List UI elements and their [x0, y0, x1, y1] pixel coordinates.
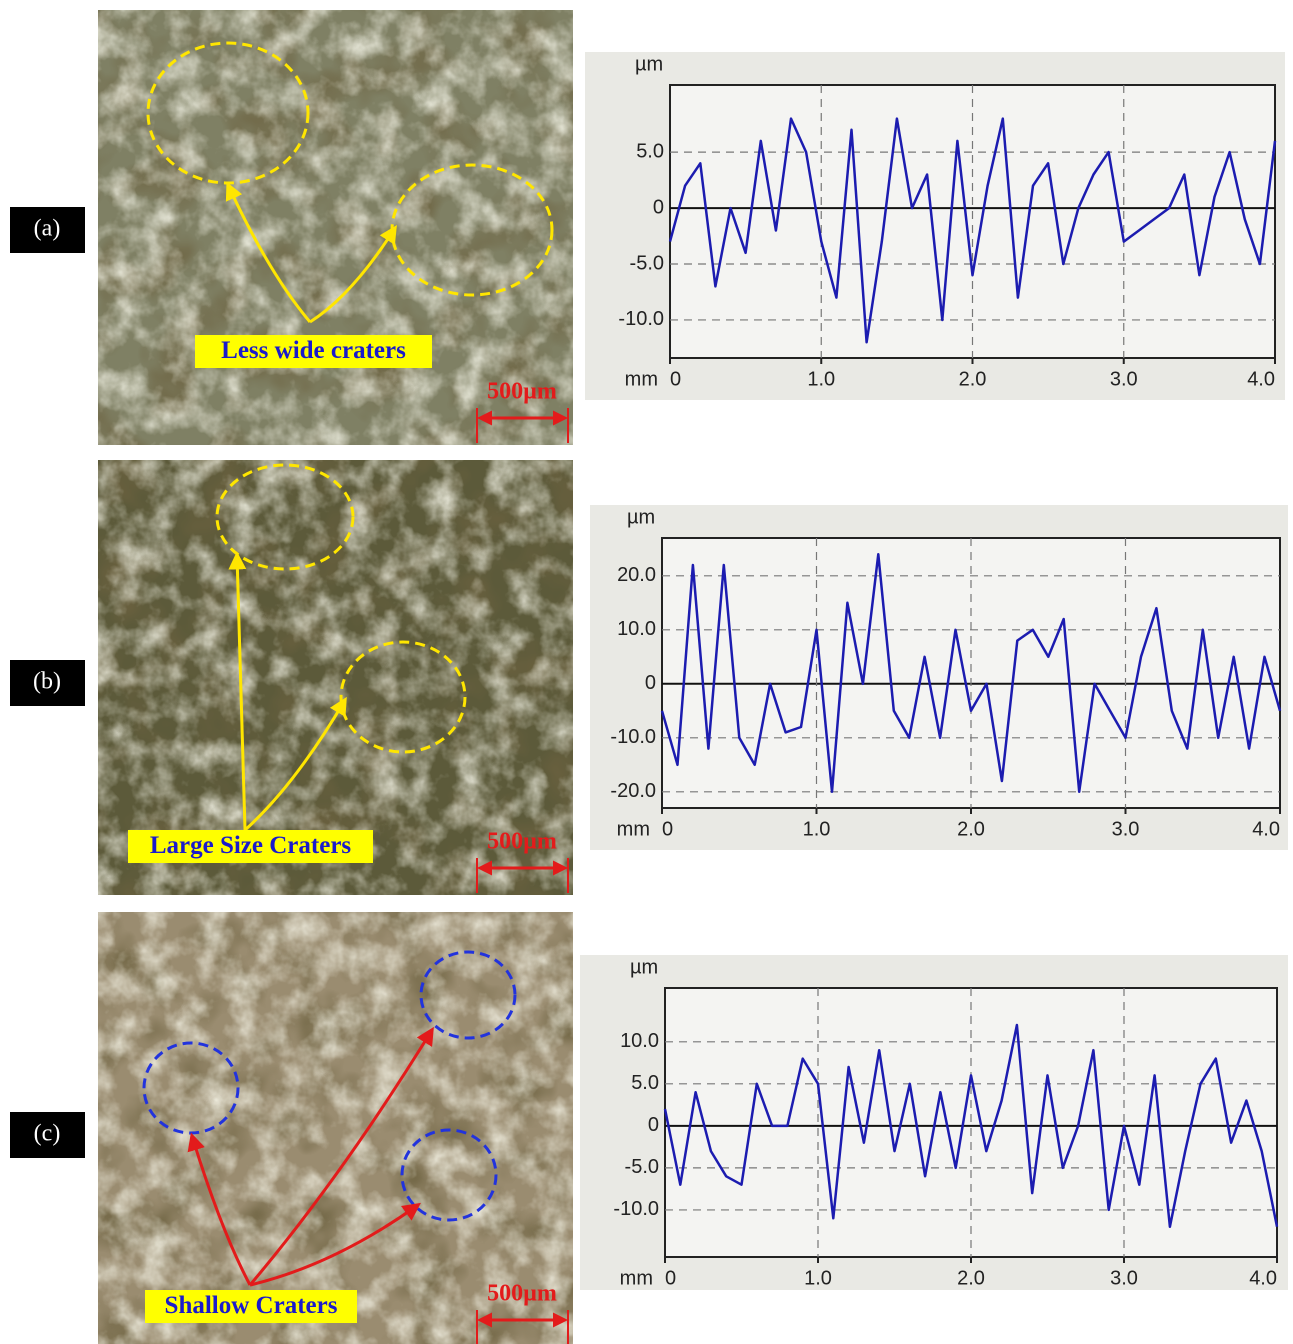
panel-label-box [10, 660, 85, 706]
panel-label: (c) [34, 1121, 61, 1147]
x-tick-label: 3.0 [1110, 368, 1138, 390]
x-tick-label: 3.0 [1112, 818, 1140, 840]
y-tick-label: 20.0 [617, 564, 656, 586]
x-tick-label: 4.0 [1252, 818, 1280, 840]
annotation: Shallow Craters [165, 1292, 338, 1319]
profile-line [660, 552, 1282, 794]
scale-label: 500µm [487, 1281, 557, 1307]
x-tick-label: 1.0 [803, 818, 831, 840]
y-tick-label: 0 [653, 196, 664, 218]
x-axis-label: mm [617, 818, 650, 840]
y-tick-label: -20.0 [610, 780, 656, 802]
x-axis-label: mm [625, 368, 658, 390]
annotation: Large Size Craters [150, 832, 352, 859]
scale-label: 500µm [487, 829, 557, 855]
y-tick-label: -5.0 [630, 252, 664, 274]
annotation-arrow [309, 224, 397, 324]
x-tick-label: 0 [662, 818, 673, 840]
x-axis-label: mm [620, 1267, 653, 1289]
annotation: Less wide craters [221, 337, 406, 364]
annotation-arrow [228, 551, 247, 831]
y-tick-label: 10.0 [620, 1030, 659, 1052]
y-axis-label: µm [627, 506, 655, 528]
y-tick-label: -5.0 [625, 1156, 659, 1178]
y-axis-label: µm [630, 956, 658, 978]
annotation-arrow [243, 696, 347, 832]
scale-label: 500µm [487, 379, 557, 405]
y-tick-label: 0 [645, 672, 656, 694]
crater-marker [215, 463, 355, 571]
panel-label: (a) [34, 216, 61, 242]
panel-label: (b) [33, 669, 61, 695]
plot-area [669, 84, 1276, 359]
x-tick-label: 0 [665, 1267, 676, 1289]
x-tick-label: 4.0 [1247, 368, 1275, 390]
annotation-arrow [187, 1132, 252, 1286]
x-tick-label: 3.0 [1110, 1267, 1138, 1289]
panel-label-box [10, 207, 85, 253]
micrograph-texture [98, 912, 573, 1344]
panel-label-box [10, 1112, 85, 1158]
x-tick-label: 2.0 [959, 368, 987, 390]
y-tick-label: 5.0 [636, 140, 664, 162]
profile-line [668, 117, 1277, 344]
crater-marker [400, 1128, 498, 1222]
y-tick-label: 10.0 [617, 618, 656, 640]
x-tick-label: 1.0 [807, 368, 835, 390]
y-tick-label: -10.0 [613, 1198, 659, 1220]
x-tick-label: 2.0 [957, 818, 985, 840]
crater-marker [419, 950, 517, 1040]
y-axis-label: µm [635, 53, 663, 75]
x-tick-label: 1.0 [804, 1267, 832, 1289]
annotation-arrow [249, 1202, 421, 1287]
x-tick-label: 2.0 [957, 1267, 985, 1289]
micrograph-texture [98, 460, 573, 895]
annotation-arrow [225, 181, 312, 323]
annotation-arrow [248, 1026, 434, 1286]
y-tick-label: 5.0 [631, 1072, 659, 1094]
x-tick-label: 4.0 [1249, 1267, 1277, 1289]
profile-line [663, 1023, 1279, 1228]
annotation-box [145, 1290, 357, 1323]
y-tick-label: 0 [648, 1114, 659, 1136]
x-tick-label: 0 [670, 368, 681, 390]
micrograph-texture [98, 10, 573, 445]
annotation-box [195, 335, 432, 368]
annotation-box [128, 830, 373, 863]
y-tick-label: -10.0 [610, 726, 656, 748]
y-tick-label: -10.0 [618, 308, 664, 330]
